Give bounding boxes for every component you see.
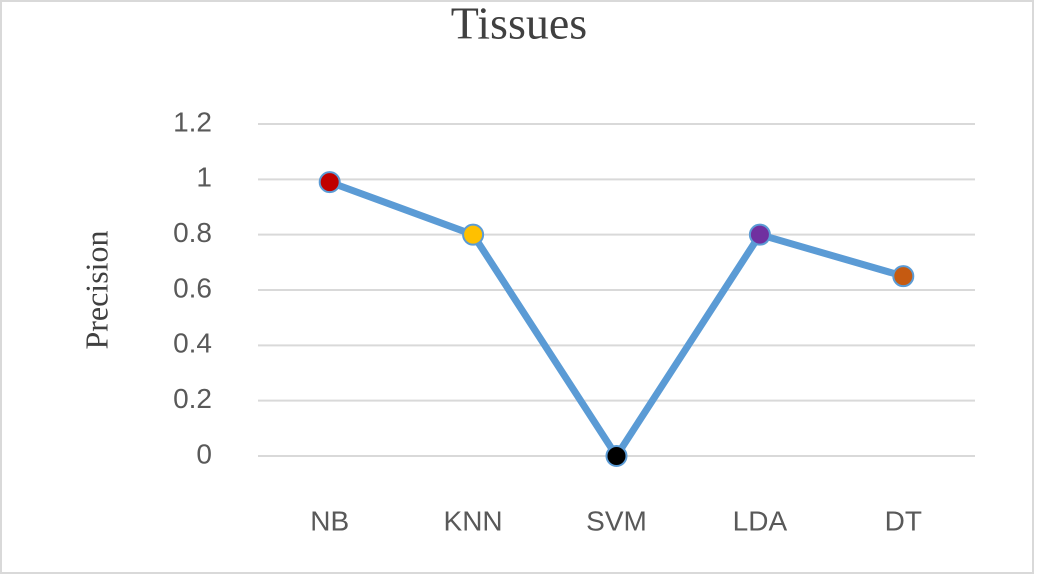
y-tick-label: 0.6 <box>173 272 212 303</box>
y-tick-label: 1 <box>196 162 212 193</box>
x-tick-label: KNN <box>444 505 503 536</box>
y-tick-label: 0.8 <box>173 217 212 248</box>
data-point <box>605 445 628 467</box>
y-tick-label: 1.2 <box>173 106 212 137</box>
data-point <box>318 171 341 194</box>
x-tick-label: LDA <box>733 505 788 536</box>
y-tick-label: 0 <box>196 438 212 469</box>
x-tick-label: DT <box>885 505 922 536</box>
y-tick-label: 0.4 <box>173 328 212 359</box>
data-point <box>462 223 485 246</box>
data-point <box>892 265 915 288</box>
x-tick-label: SVM <box>586 505 647 536</box>
x-tick-label: NB <box>310 505 349 536</box>
data-point <box>748 223 771 246</box>
chart-title: Tissues <box>451 0 587 49</box>
y-tick-label: 0.2 <box>173 383 212 414</box>
y-axis-label: Precision <box>78 230 114 349</box>
